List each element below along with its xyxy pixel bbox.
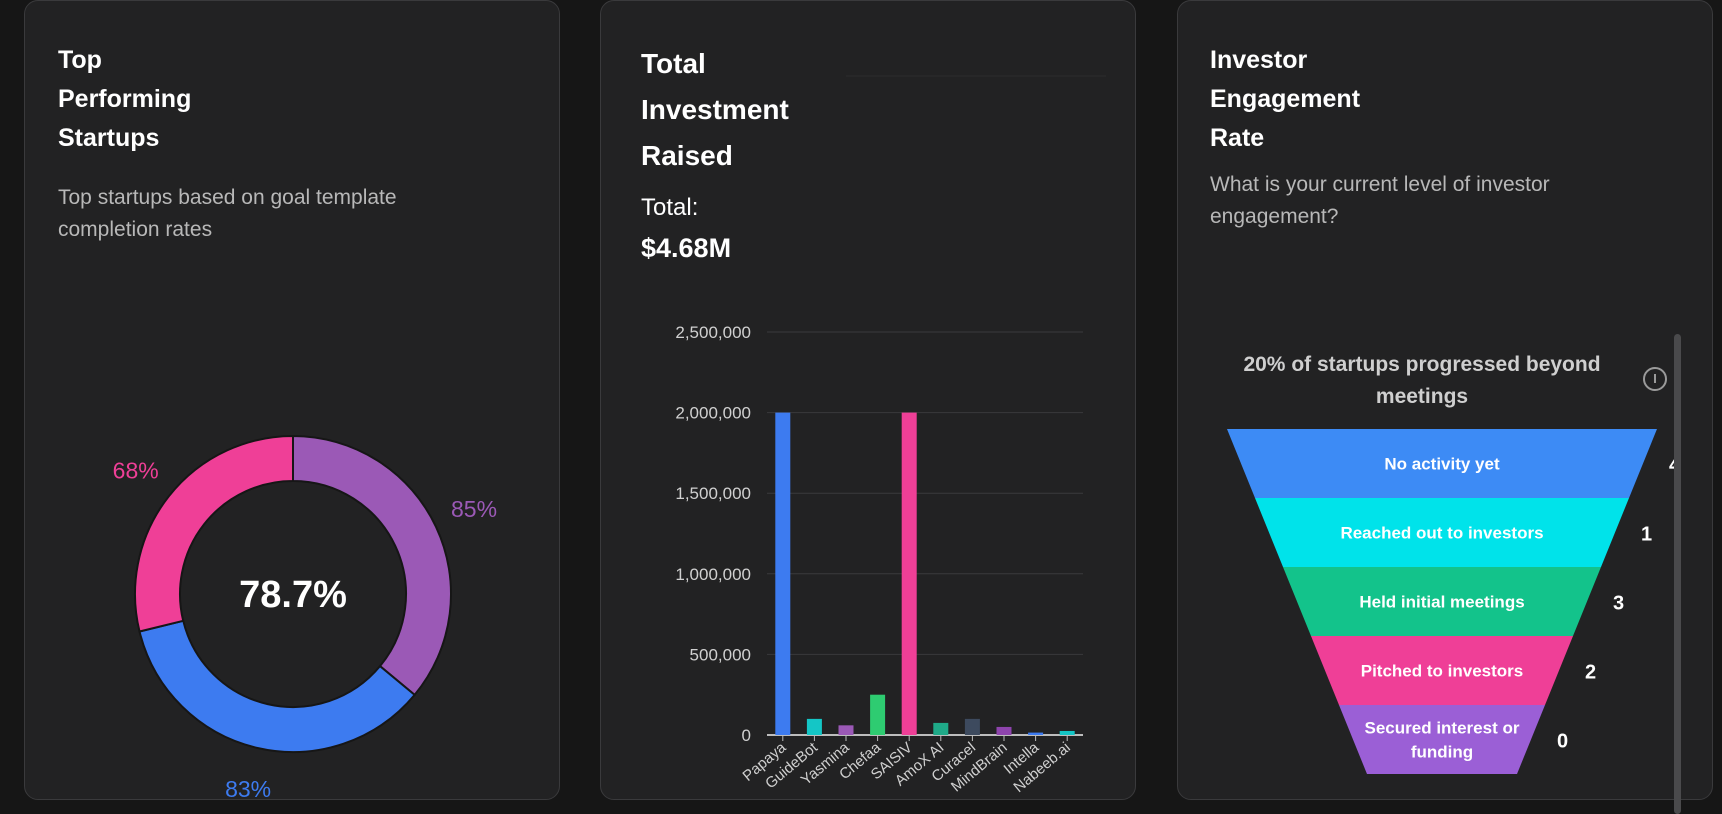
bar[interactable] [839,725,854,735]
bar[interactable] [997,727,1012,735]
funnel-stage-label: No activity yet [1384,455,1500,474]
donut-center-value: 78.7% [239,574,347,616]
engagement-funnel-chart[interactable]: 20% of startups progressed beyond meeting… [1178,1,1714,801]
donut-slice-label: 68% [113,457,159,483]
donut-slice[interactable] [140,621,415,752]
top-startups-card: Top Performing Startups Top startups bas… [24,0,560,800]
bar[interactable] [933,723,948,735]
investment-bar-chart[interactable]: 0 500,000 1,000,000 1,500,000 2,000,000 2,500… [601,1,1137,801]
bar[interactable] [1028,733,1043,735]
y-tick-label: 0 [742,726,751,745]
funnel-stage-count: 2 [1585,662,1596,684]
y-tick-label: 1,000,000 [675,565,751,584]
donut-slice-label: 83% [225,776,271,801]
funnel-stage-count: 3 [1613,593,1624,615]
completion-donut-chart[interactable]: 85% 83% 68% 78.7% [25,1,561,801]
engagement-card: Investor Engagement Rate What is your cu… [1177,0,1713,800]
funnel-stage-label: Secured interest or [1365,719,1520,738]
funnel-heading: 20% of startups progressed beyond [1243,353,1600,376]
scrollbar[interactable] [1674,334,1681,814]
funnel-heading: meetings [1376,385,1468,408]
bar[interactable] [775,413,790,735]
y-tick-label: 1,500,000 [675,484,751,503]
funnel-stage-label: funding [1411,743,1473,762]
funnel-stage-label: Held initial meetings [1359,593,1524,612]
bar[interactable] [1060,731,1075,735]
y-tick-label: 2,000,000 [675,404,751,423]
funnel-stage-label: Reached out to investors [1340,524,1543,543]
bar[interactable] [902,413,917,735]
y-tick-label: 2,500,000 [675,323,751,342]
bar[interactable] [807,719,822,735]
funnel-stage-count: 1 [1641,524,1652,546]
funnel-stage[interactable] [1339,705,1545,774]
funnel-stage-label: Pitched to investors [1361,662,1523,681]
donut-slice-label: 85% [451,496,497,522]
info-icon[interactable] [1643,367,1667,391]
bar[interactable] [870,695,885,735]
bar[interactable] [965,719,980,735]
donut-slice[interactable] [293,436,451,695]
y-tick-label: 500,000 [690,645,751,664]
funnel-stage-count: 0 [1557,731,1568,753]
